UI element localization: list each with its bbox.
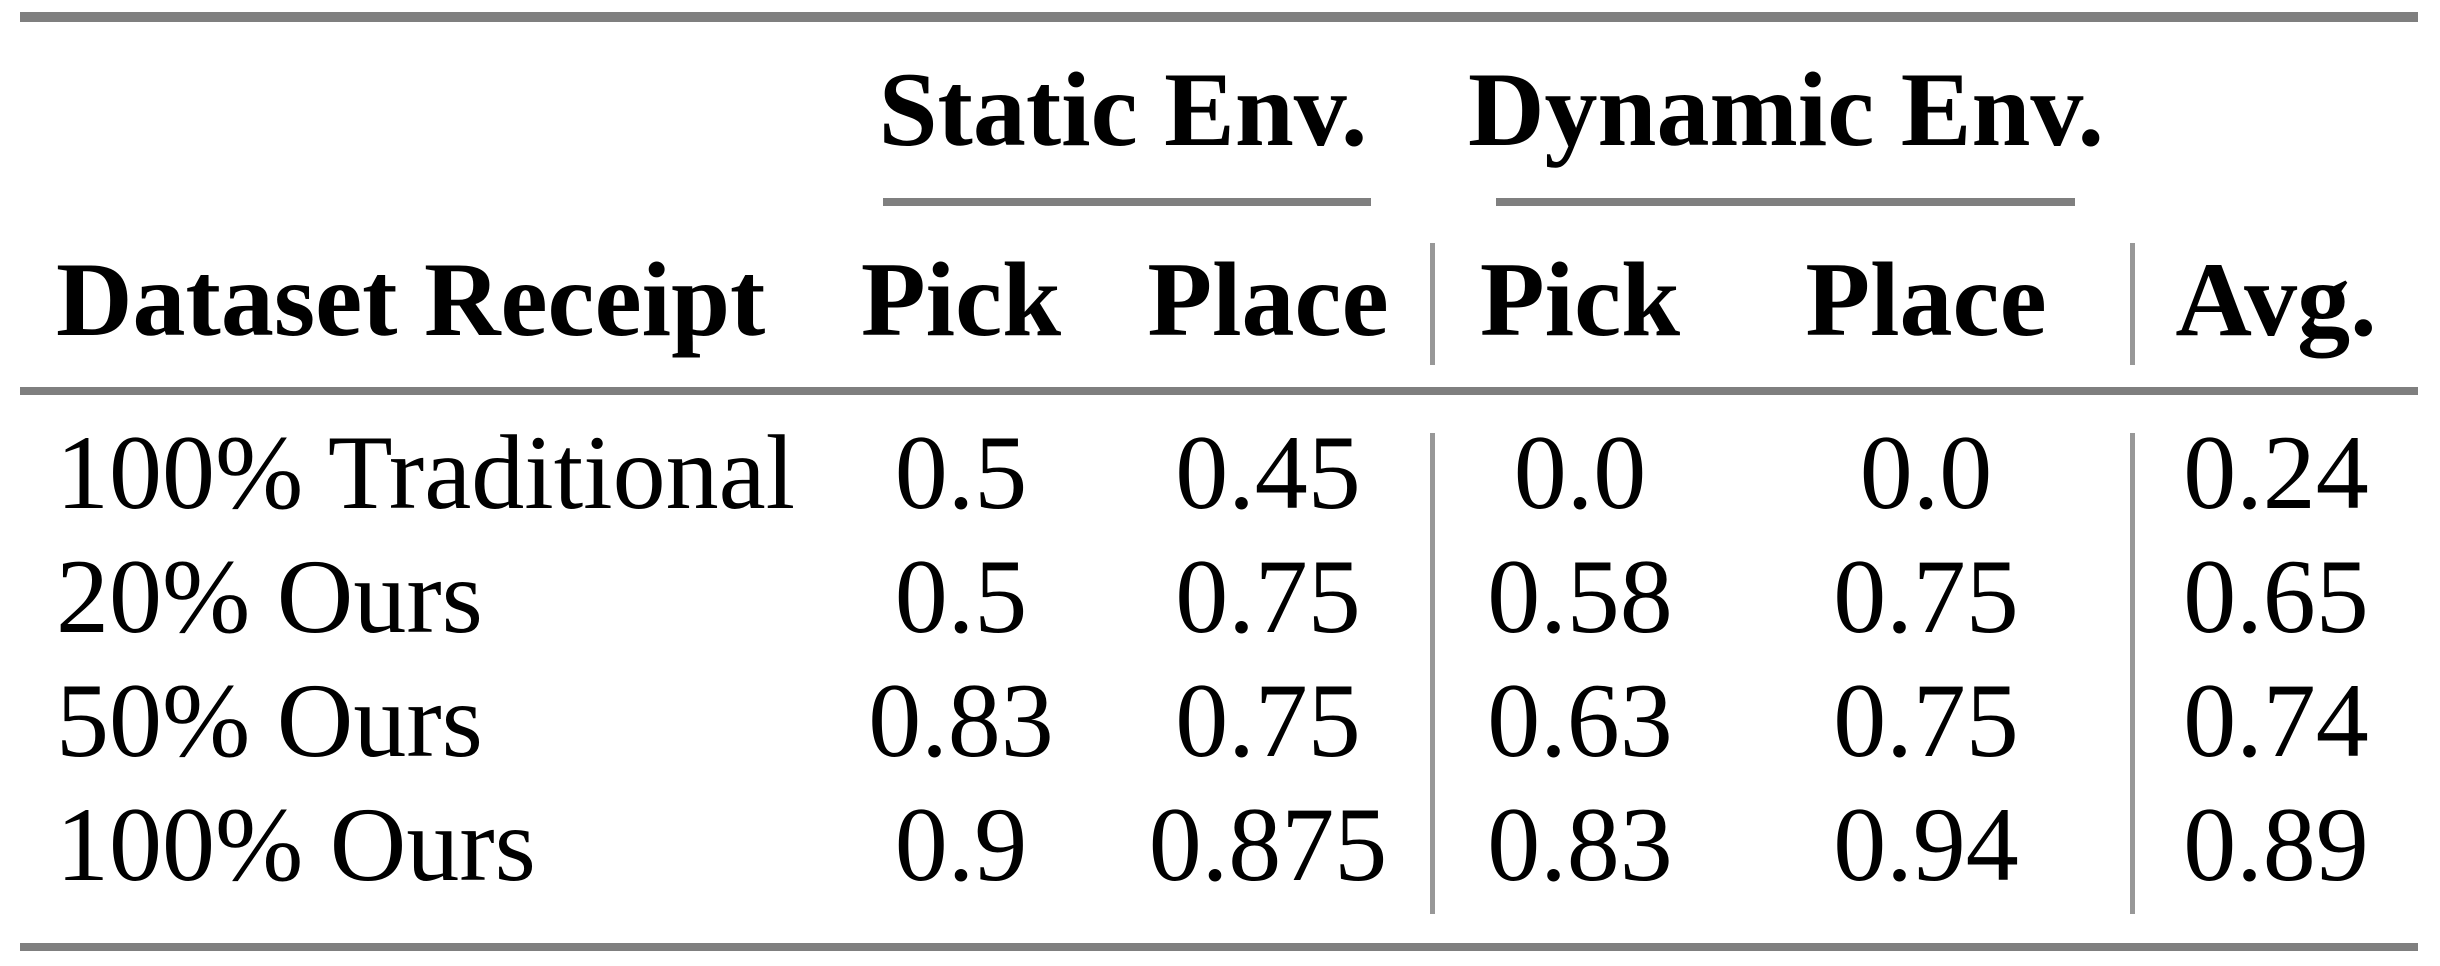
vertical-divider-dynamic-avg-header xyxy=(2130,243,2135,365)
cell-dynamic-pick: 0.58 xyxy=(1487,538,1673,655)
table-row: 50% Ours 0.83 0.75 0.63 0.75 0.74 xyxy=(0,659,2440,783)
static-env-underline-rule xyxy=(883,198,1371,206)
cell-static-pick: 0.9 xyxy=(894,786,1028,903)
column-header-dynamic-pick: Pick xyxy=(1479,241,1681,358)
vertical-divider-static-dynamic-body xyxy=(1430,433,1435,914)
table-top-rule xyxy=(20,12,2418,22)
row-label: 50% Ours xyxy=(56,662,483,779)
cell-avg: 0.89 xyxy=(2183,786,2369,903)
cell-avg: 0.74 xyxy=(2183,662,2369,779)
group-header-static-env: Static Env. xyxy=(878,51,1368,168)
row-label: 20% Ours xyxy=(56,538,483,655)
cell-dynamic-pick: 0.63 xyxy=(1487,662,1673,779)
row-label: 100% Ours xyxy=(56,786,536,903)
cell-static-place: 0.875 xyxy=(1148,786,1388,903)
vertical-divider-dynamic-avg-body xyxy=(2130,433,2135,914)
cell-static-pick: 0.5 xyxy=(894,414,1028,531)
cell-dynamic-place: 0.0 xyxy=(1859,414,1993,531)
table-row: 20% Ours 0.5 0.75 0.58 0.75 0.65 xyxy=(0,535,2440,659)
cell-avg: 0.65 xyxy=(2183,538,2369,655)
header-separator-rule xyxy=(20,387,2418,395)
group-header-dynamic-env: Dynamic Env. xyxy=(1467,51,2105,168)
column-header-dataset-receipt: Dataset Receipt xyxy=(56,241,766,358)
cell-static-pick: 0.83 xyxy=(868,662,1054,779)
column-header-row: Dataset Receipt Pick Place Pick Place Av… xyxy=(0,213,2440,387)
table-row: 100% Ours 0.9 0.875 0.83 0.94 0.89 xyxy=(0,783,2440,907)
table-bottom-rule xyxy=(20,943,2418,951)
cell-dynamic-place: 0.75 xyxy=(1833,538,2019,655)
column-header-dynamic-place: Place xyxy=(1805,241,2047,358)
cell-dynamic-pick: 0.83 xyxy=(1487,786,1673,903)
column-header-static-pick: Pick xyxy=(860,241,1062,358)
cell-static-place: 0.75 xyxy=(1175,662,1361,779)
dynamic-env-underline-rule xyxy=(1496,198,2075,206)
row-label: 100% Traditional xyxy=(56,414,796,531)
cell-dynamic-pick: 0.0 xyxy=(1513,414,1647,531)
table-row: 100% Traditional 0.5 0.45 0.0 0.0 0.24 xyxy=(0,411,2440,535)
column-header-static-place: Place xyxy=(1147,241,1389,358)
cell-avg: 0.24 xyxy=(2183,414,2369,531)
cell-static-pick: 0.5 xyxy=(894,538,1028,655)
cell-static-place: 0.45 xyxy=(1175,414,1361,531)
cell-dynamic-place: 0.94 xyxy=(1833,786,2019,903)
cell-dynamic-place: 0.75 xyxy=(1833,662,2019,779)
cell-static-place: 0.75 xyxy=(1175,538,1361,655)
column-header-avg: Avg. xyxy=(2175,241,2377,358)
vertical-divider-static-dynamic-header xyxy=(1430,243,1435,365)
group-header-row: Static Env. Dynamic Env. xyxy=(0,22,2440,198)
